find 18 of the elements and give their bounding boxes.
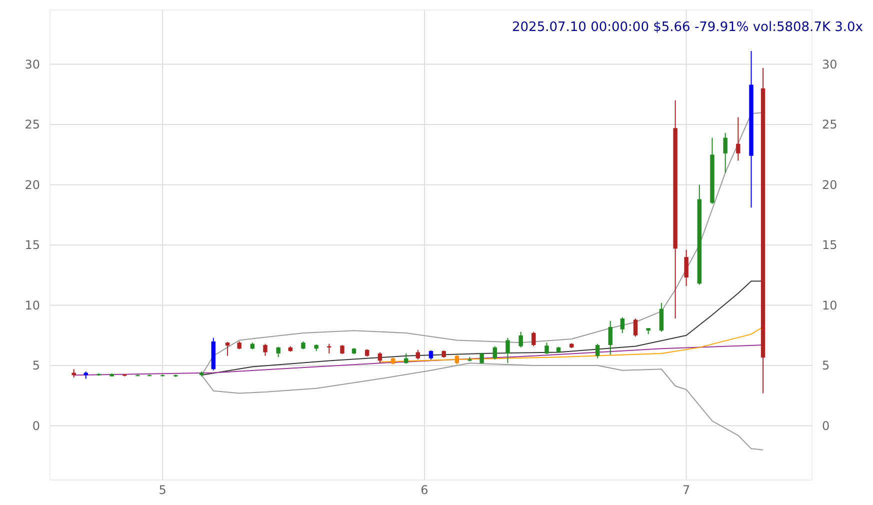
y2-tick-label: 10	[822, 298, 838, 312]
y2-tick-label: 0	[822, 418, 830, 433]
y2-tick-label: 30	[822, 57, 838, 72]
y-tick-label: 20	[24, 178, 40, 192]
y-tick-label: 0	[32, 418, 40, 433]
y-tick-label: 15	[24, 238, 40, 252]
y-tick-label: 10	[24, 298, 40, 312]
y-tick-label: 30	[24, 57, 40, 72]
x-tick-label: 7	[682, 483, 690, 497]
y2-tick-label: 25	[822, 118, 838, 132]
x-tick-label: 5	[158, 483, 166, 497]
y-tick-label: 5	[32, 358, 40, 373]
y2-tick-label: 15	[822, 238, 838, 252]
x-tick-label: 6	[420, 483, 428, 497]
y-tick-label: 25	[24, 118, 40, 132]
y2-tick-label: 20	[822, 178, 838, 192]
y2-tick-label: 5	[822, 358, 830, 373]
text: 2025.07.10 00:00:00 $5.66 -79.91% vol:5808.7K 3.0x	[512, 20, 864, 35]
